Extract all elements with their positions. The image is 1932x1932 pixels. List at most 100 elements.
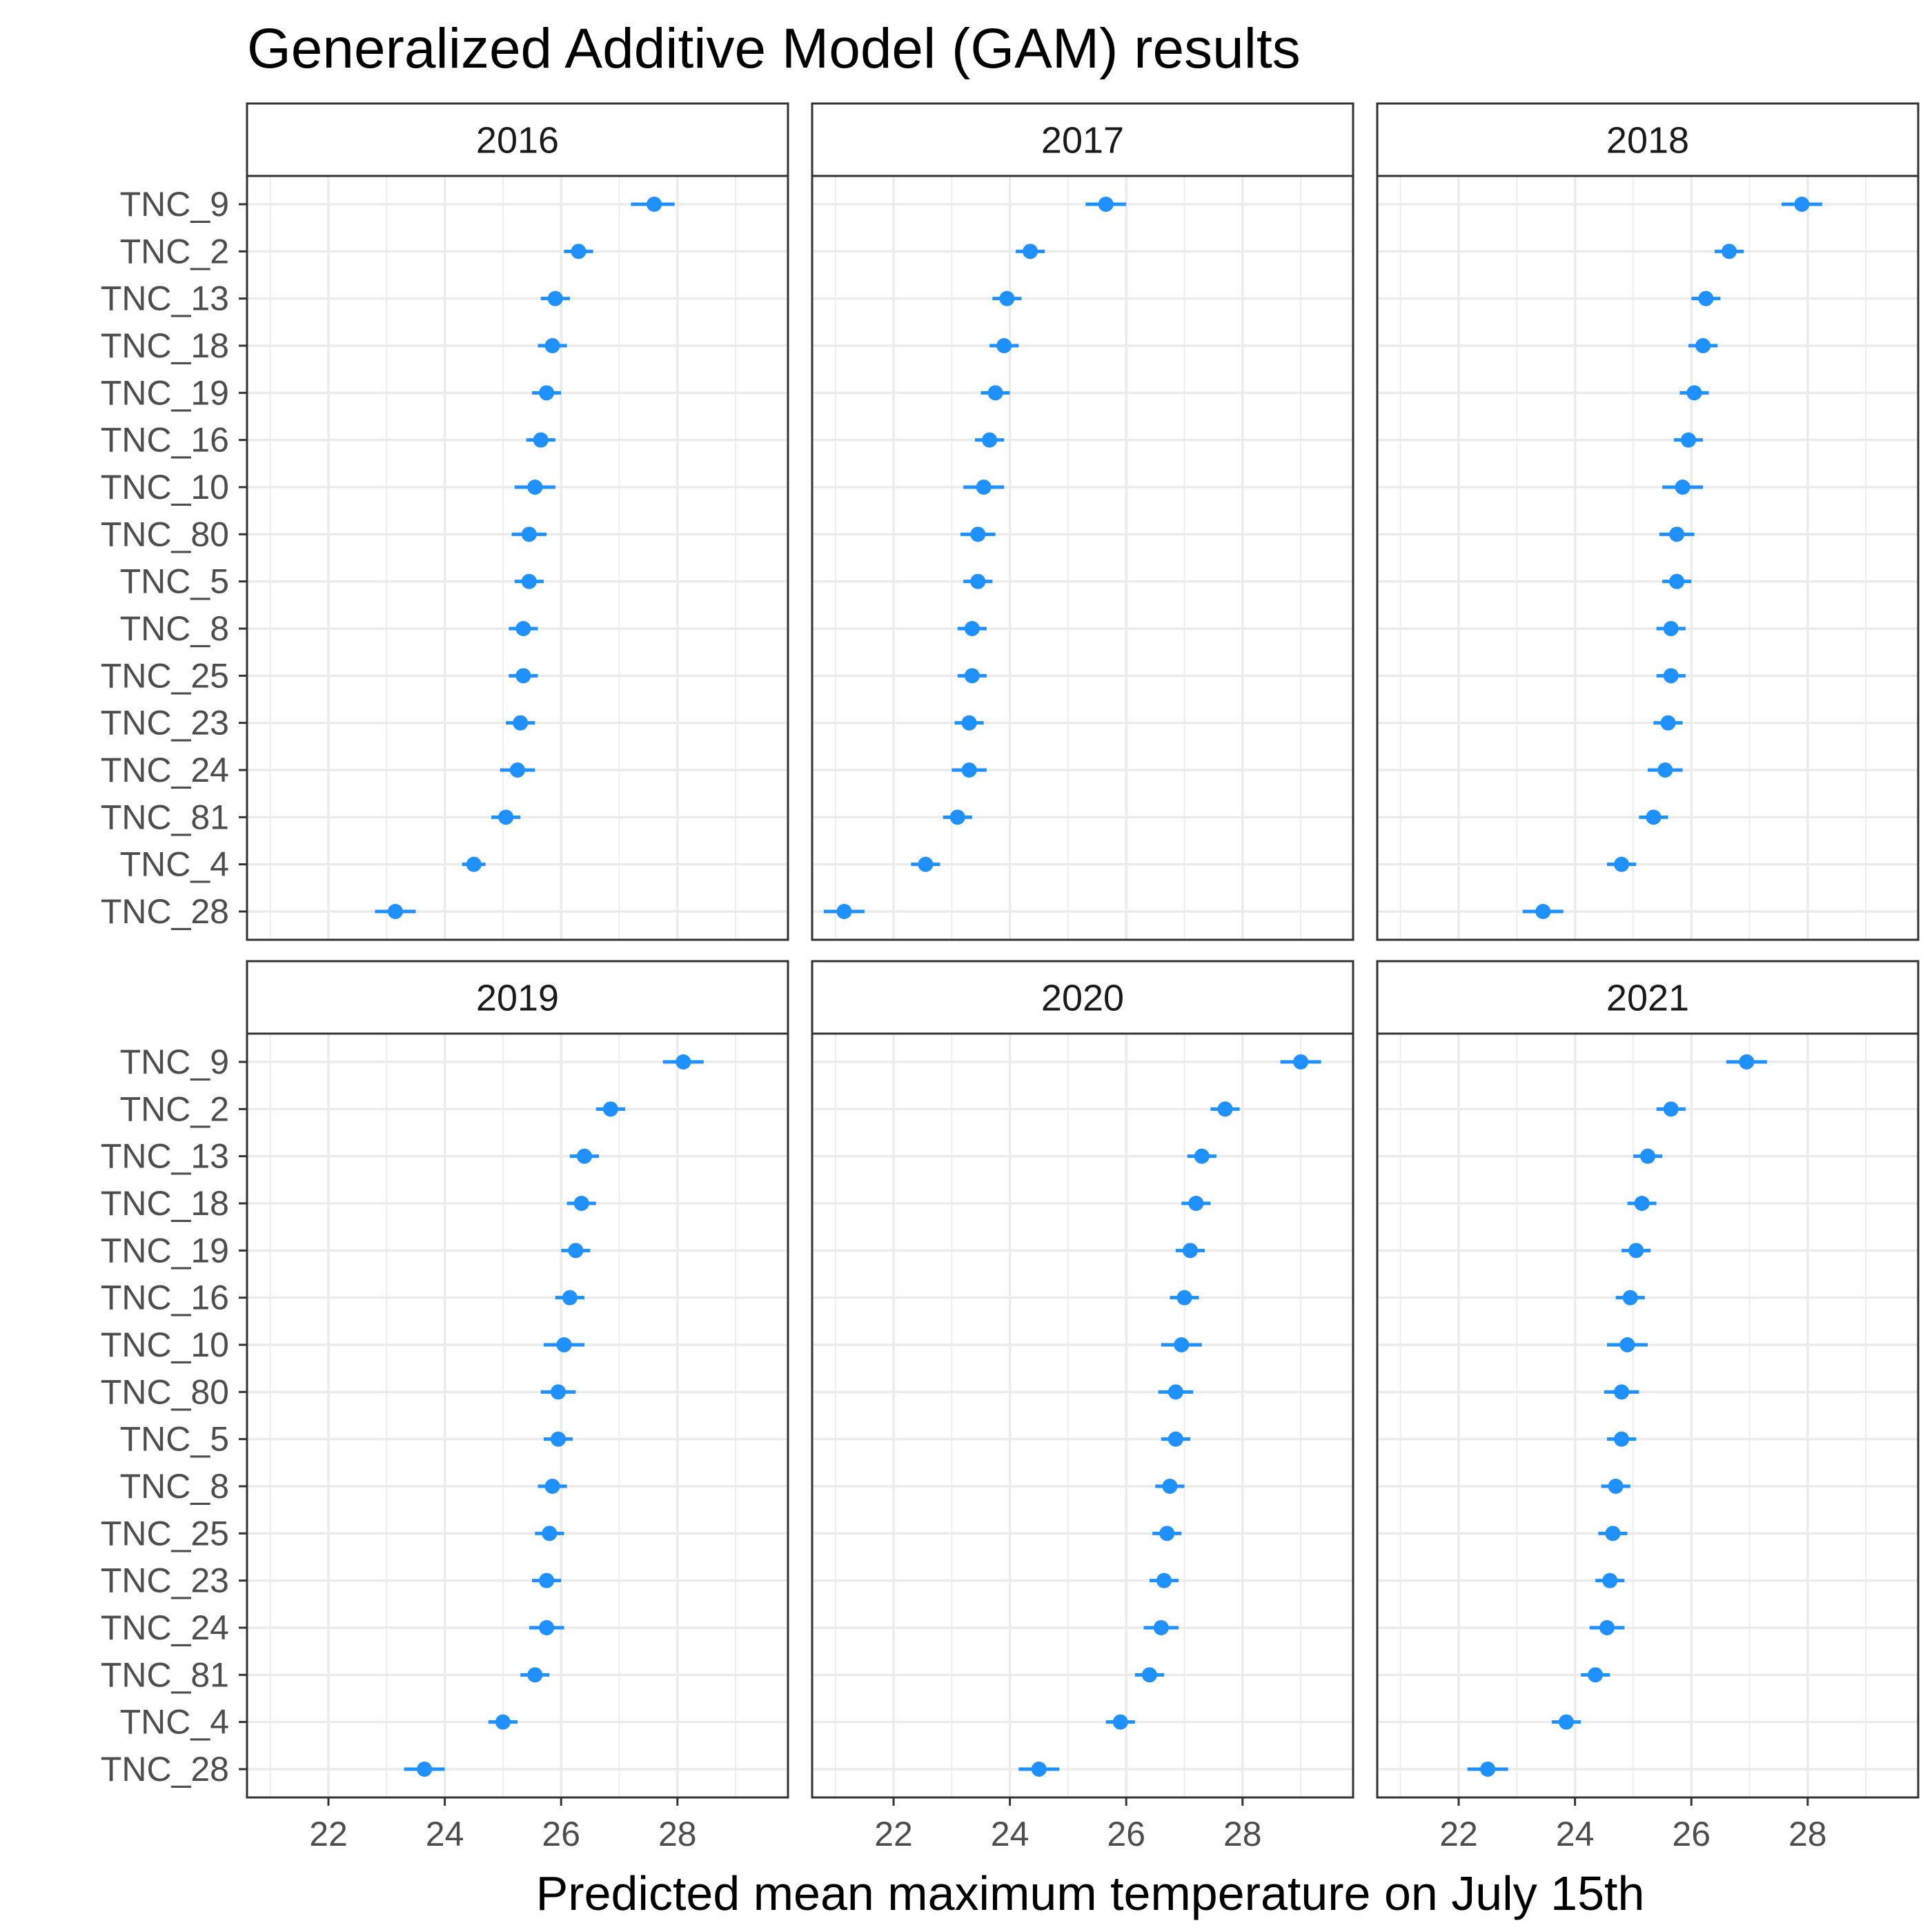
y-tick-label: TNC_80 [101, 515, 229, 553]
facet-strip [246, 102, 789, 177]
data-point [1141, 1667, 1157, 1683]
facet-strip-label: 2019 [476, 978, 559, 1019]
data-point [1619, 1337, 1635, 1352]
data-point [571, 244, 586, 259]
facet-strip-label: 2016 [476, 120, 559, 161]
y-tick-label: TNC_80 [101, 1372, 229, 1411]
data-point [949, 809, 965, 825]
data-point [1112, 1714, 1128, 1730]
y-tick-label: TNC_8 [120, 1467, 229, 1506]
data-point [417, 1762, 433, 1777]
data-point [466, 856, 482, 872]
y-tick-label: TNC_8 [120, 609, 229, 648]
data-point [1602, 1573, 1618, 1588]
x-tick-label: 22 [1439, 1815, 1478, 1853]
data-point [576, 1148, 592, 1164]
data-point [1194, 1148, 1210, 1164]
data-point [551, 1384, 566, 1400]
data-point [1622, 1290, 1638, 1305]
y-tick-label: TNC_10 [101, 468, 229, 506]
facet-strip-label: 2020 [1041, 978, 1124, 1019]
y-tick-label: TNC_13 [101, 279, 229, 318]
data-point [539, 1620, 555, 1635]
data-point [1657, 762, 1673, 778]
y-tick-label: TNC_24 [101, 1608, 229, 1647]
chart-title: Generalized Additive Model (GAM) results [247, 17, 1301, 80]
facet-panel-2017: 2017 [811, 102, 1354, 941]
data-point [647, 197, 662, 212]
data-point [1605, 1526, 1621, 1541]
y-tick-label: TNC_25 [101, 656, 229, 695]
facet-strip-label: 2021 [1606, 978, 1689, 1019]
data-point [510, 762, 525, 778]
facet-panel-2021: 2021 22 24 26 28 [1376, 960, 1920, 1853]
data-point [1174, 1337, 1190, 1352]
facet-strip [811, 102, 1354, 177]
data-point [544, 338, 560, 353]
y-tick-label: TNC_81 [101, 1655, 229, 1694]
y-tick-label: TNC_16 [101, 1279, 229, 1317]
y-tick-label: TNC_4 [120, 845, 229, 884]
x-tick-label: 26 [1672, 1815, 1711, 1853]
data-point [676, 1054, 691, 1070]
data-point [1669, 526, 1685, 542]
data-point [1634, 1196, 1650, 1211]
data-point [964, 621, 980, 636]
data-point [1646, 809, 1662, 825]
data-point [539, 385, 555, 401]
data-point [1599, 1620, 1615, 1635]
data-point [964, 668, 980, 684]
data-point [562, 1290, 578, 1305]
y-tick-label: TNC_23 [101, 704, 229, 742]
facet-panel-2019: 2019 TNC_9 TNC_2 TNC_13 TNC_18 TNC_19 TNC_16 TN… [101, 960, 789, 1853]
data-point [982, 432, 998, 448]
y-tick-label: TNC_2 [120, 232, 229, 270]
x-axis-label: Predicted mean maximum temperature on Ju… [536, 1866, 1645, 1920]
y-tick-label: TNC_28 [101, 1750, 229, 1788]
data-point [976, 480, 992, 495]
data-point [1698, 290, 1714, 306]
x-tick-label: 28 [1223, 1815, 1262, 1853]
data-point [1663, 1101, 1679, 1117]
facet-strip [1376, 102, 1920, 177]
data-point [495, 1714, 511, 1730]
data-point [1558, 1714, 1574, 1730]
y-tick-label: TNC_5 [120, 562, 229, 601]
data-point [1588, 1667, 1604, 1683]
data-point [1663, 621, 1679, 636]
facet-panel-2020: 2020 22 24 26 28 [811, 960, 1354, 1853]
facet-strip-label: 2018 [1606, 120, 1689, 161]
data-point [1217, 1101, 1233, 1117]
y-tick-label: TNC_13 [101, 1137, 229, 1176]
data-point [1640, 1148, 1655, 1164]
data-point [918, 856, 934, 872]
data-point [1156, 1573, 1172, 1588]
data-point [1675, 480, 1690, 495]
x-tick-label: 28 [1788, 1815, 1827, 1853]
data-point [1686, 385, 1702, 401]
data-point [1162, 1479, 1178, 1494]
facet-strip [1376, 960, 1920, 1035]
data-point [1167, 1384, 1183, 1400]
facet-panel-2016: 2016 TNC_9 TNC_2 TNC_13 TNC_18 TNC_19 TNC_16 TN… [101, 102, 789, 941]
data-point [1480, 1762, 1496, 1777]
y-tick-label: TNC_16 [101, 421, 229, 460]
y-tick-label: TNC_24 [101, 751, 229, 789]
data-point [556, 1337, 572, 1352]
data-point [1608, 1479, 1624, 1494]
data-point [1614, 1431, 1630, 1447]
data-point [1535, 904, 1551, 919]
data-point [568, 1243, 584, 1259]
data-point [1182, 1243, 1198, 1259]
data-point [970, 573, 986, 589]
data-point [1614, 856, 1630, 872]
y-tick-label: TNC_4 [120, 1703, 229, 1742]
y-tick-label: TNC_9 [120, 185, 229, 224]
data-point [513, 715, 529, 731]
x-tick-label: 26 [542, 1815, 580, 1853]
facet-strip [811, 960, 1354, 1035]
data-point [542, 1526, 558, 1541]
data-point [527, 1667, 543, 1683]
data-point [533, 432, 549, 448]
